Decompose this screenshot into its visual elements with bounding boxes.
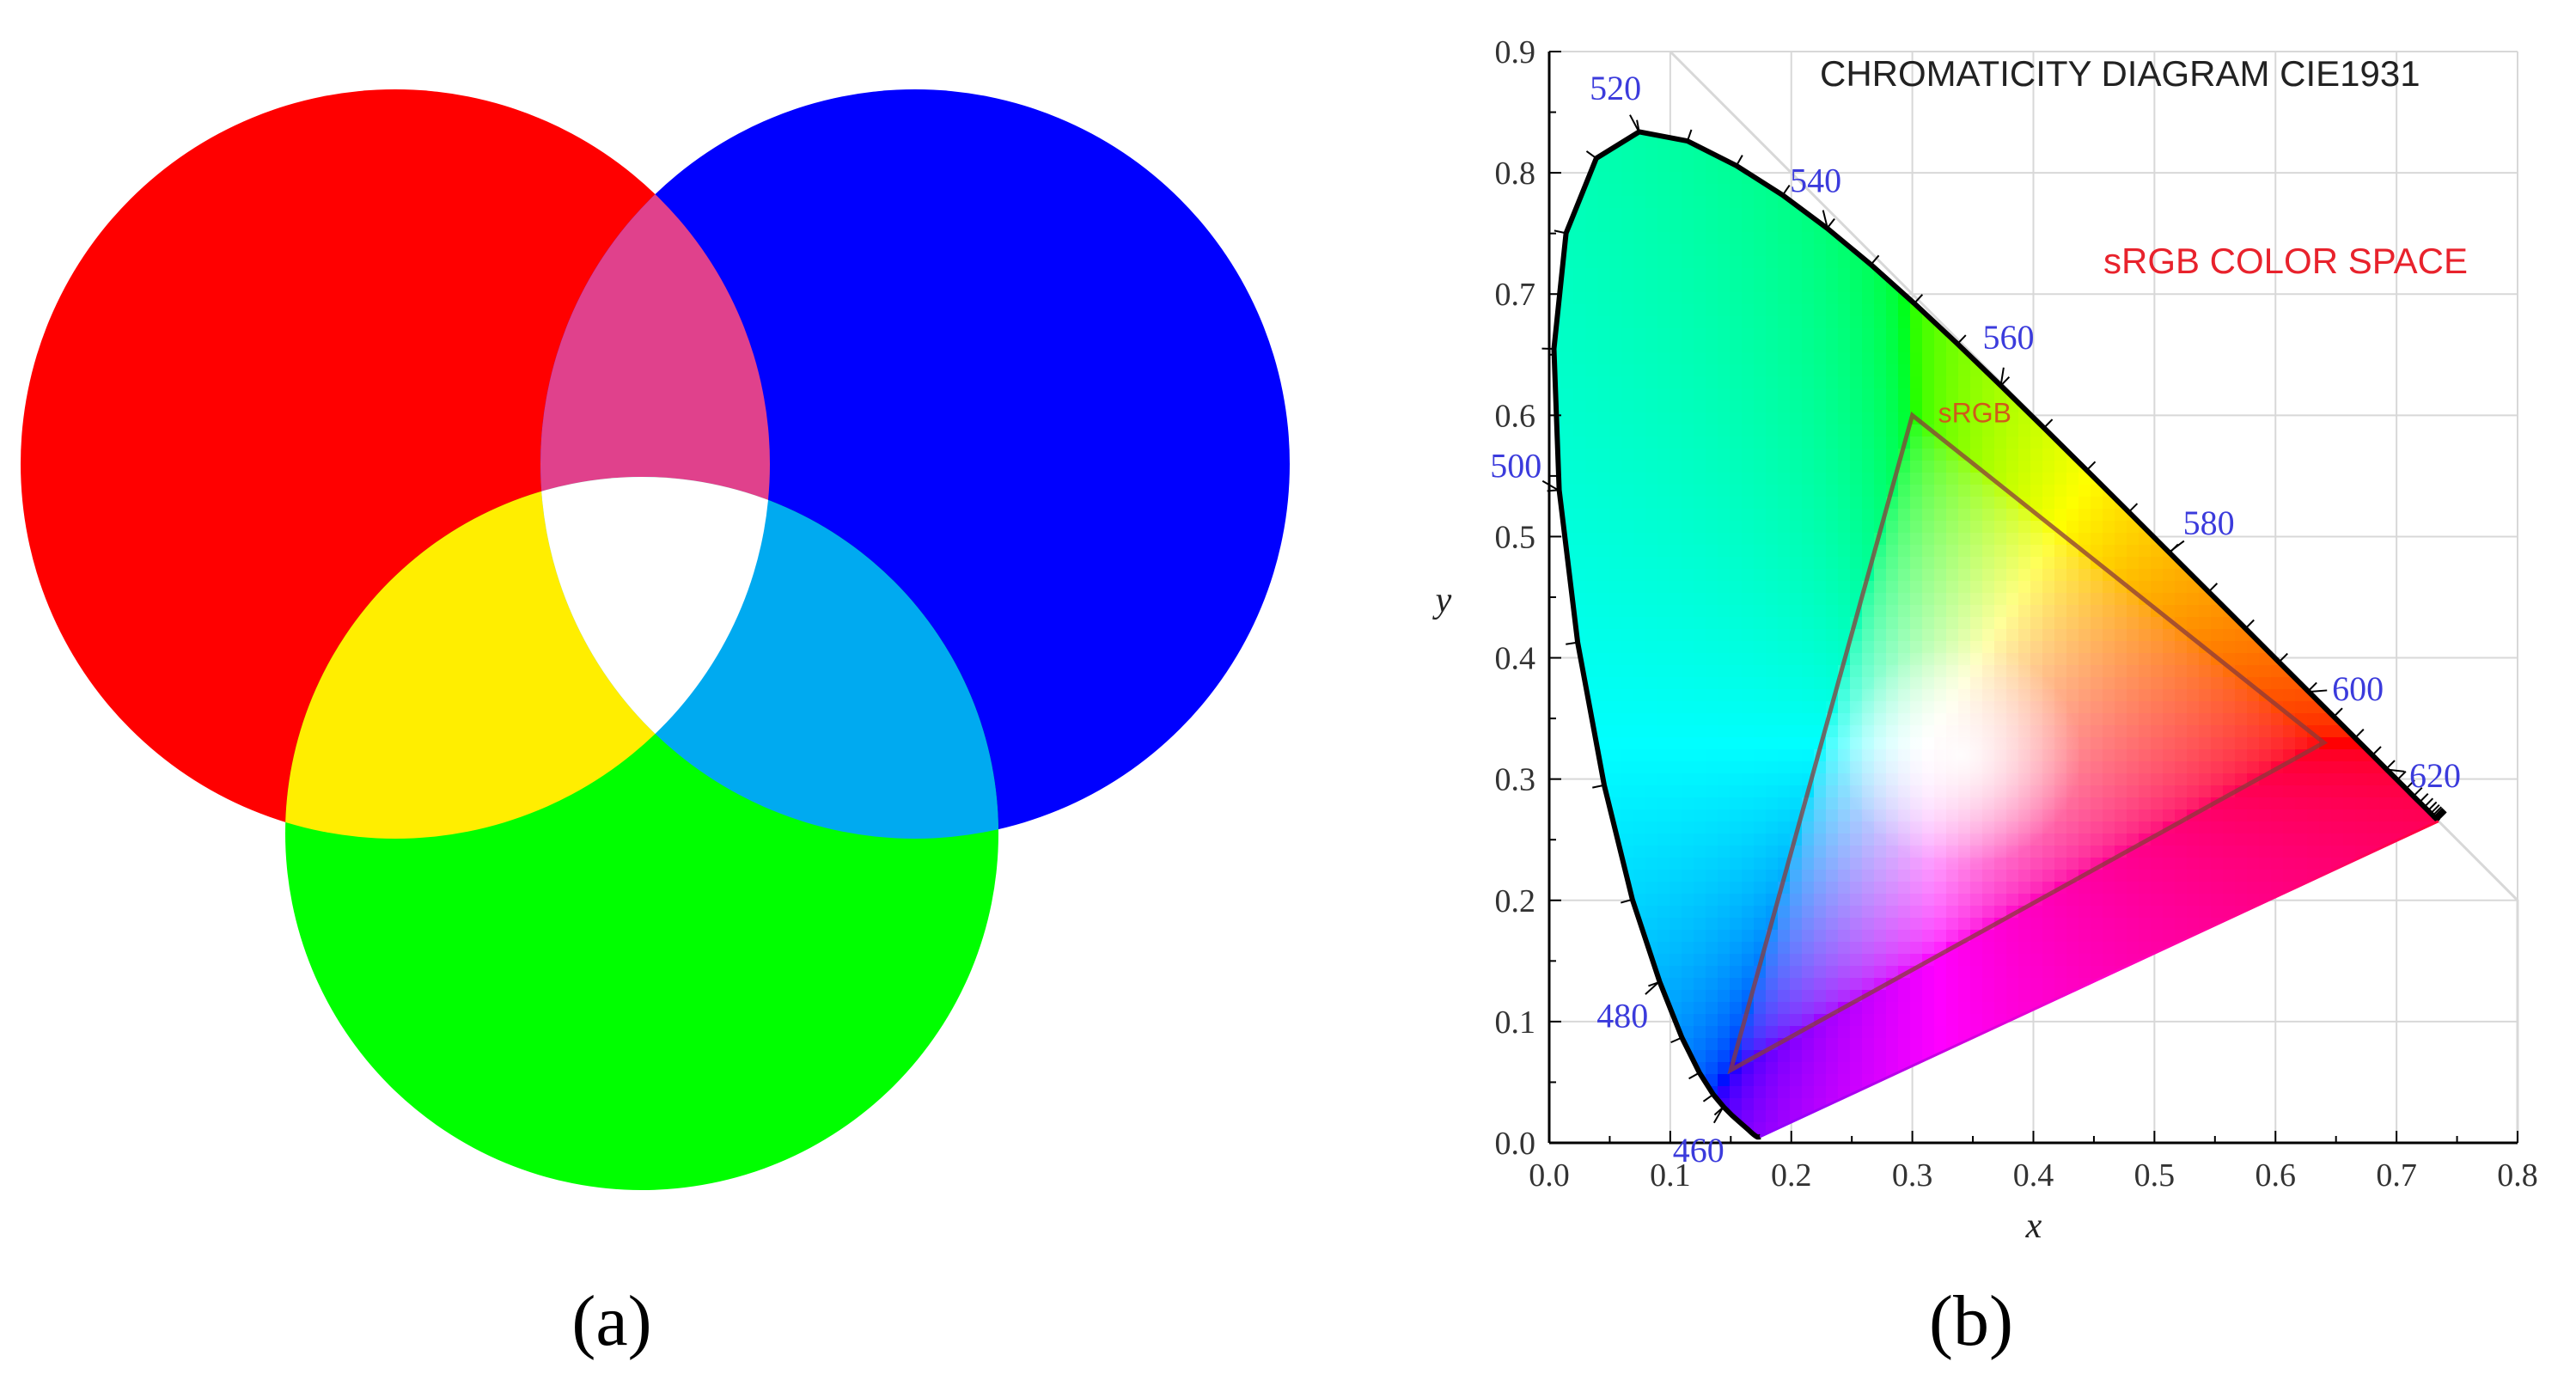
locus-tick: [1566, 641, 1578, 645]
locus-tick: [2244, 619, 2255, 630]
locus-tick: [1670, 1036, 1682, 1044]
x-tick-label: 0.6: [2256, 1157, 2297, 1194]
locus-tick: [2127, 503, 2139, 513]
y-tick-label: 0.1: [1495, 1004, 1536, 1041]
wavelength-tick: [2308, 689, 2328, 693]
x-tick-label: 0.7: [2376, 1157, 2417, 1194]
y-tick-label: 0.9: [1495, 34, 1536, 70]
locus-tick: [2085, 461, 2097, 471]
locus-tick: [2307, 681, 2317, 693]
wavelength-label: 600: [2332, 669, 2384, 708]
wavelength-tick: [1645, 980, 1660, 995]
wavelength-label: 480: [1596, 996, 1648, 1035]
srgb-triangle: [1727, 411, 2329, 1075]
locus-tick: [2372, 746, 2382, 756]
wavelength-labels: 460 480 500 520 540 560 580 600 620: [1490, 69, 2461, 1169]
locus-tick: [2430, 804, 2440, 815]
locus-tick: [2436, 810, 2446, 821]
x-tick-label: 0.2: [1771, 1157, 1812, 1194]
x-tick-label: 0.1: [1650, 1157, 1691, 1194]
locus-tick: [1914, 294, 1924, 304]
wavelength-tick: [1629, 114, 1640, 132]
srgb-gamut-label: sRGB: [1938, 397, 2011, 428]
white-point-glow: [1840, 643, 2081, 867]
locus-tick: [1585, 150, 1597, 159]
x-tick-label: 0.8: [2497, 1157, 2538, 1194]
locus-tick: [1736, 155, 1743, 167]
locus-tick: [2413, 786, 2423, 797]
locus-tick: [2043, 418, 2054, 429]
y-tick-label: 0.5: [1495, 519, 1536, 555]
wavelength-label: 540: [1790, 162, 1841, 200]
gamut-fill: [1554, 131, 2439, 1138]
locus-tick: [1686, 129, 1693, 142]
wavelength-tick: [1712, 1106, 1724, 1124]
wavelength-label: 580: [2183, 504, 2235, 542]
locus-tick: [2333, 707, 2343, 717]
spectral-locus-ticks: [1541, 119, 2447, 1116]
locus-tick: [2435, 809, 2445, 820]
x-ticks: 0.0 0.1 0.2 0.3 0.4 0.5 0.6 0.7 0.8: [1529, 1131, 2538, 1194]
locus-tick: [2207, 583, 2219, 593]
y-tick-label: 0.7: [1495, 277, 1536, 313]
panel-b-caption: (b): [1929, 1281, 2013, 1361]
wavelength-label: 620: [2409, 756, 2461, 795]
locus-tick: [2419, 792, 2429, 803]
y-tick-label: 0.3: [1495, 762, 1536, 798]
x-tick-label: 0.3: [1892, 1157, 1933, 1194]
locus-tick: [2385, 760, 2396, 770]
wavelength-tick: [1822, 210, 1828, 229]
y-axis-title: y: [1432, 581, 1452, 620]
wavelength-label: 560: [1982, 318, 2034, 357]
locus-tick: [2278, 652, 2288, 663]
locus-tick: [2405, 779, 2415, 790]
cie-chromaticity-chart: sRGB 0.0 0.1 0.2 0.3 0.4 0.5 0.6 0.7 0.8 0.00.10…: [1432, 34, 2538, 1246]
wavelength-label: 520: [1590, 69, 1641, 107]
locus-tick: [2433, 807, 2444, 818]
locus-tick: [1621, 898, 1633, 904]
locus-tick: [2423, 797, 2434, 808]
wavelength-label: 500: [1490, 447, 1541, 485]
locus-tick: [2437, 811, 2447, 821]
locus-tick: [1956, 334, 1967, 345]
y-tick-label: 0.2: [1495, 883, 1536, 919]
color-space-title: sRGB COLOR SPACE: [2103, 241, 2468, 281]
locus-tick: [2427, 801, 2438, 812]
line-of-purples: [1759, 820, 2439, 1139]
grid-boundary: [1669, 50, 2519, 1143]
locus-tick: [2396, 771, 2407, 781]
x-axis-title: x: [2025, 1206, 2042, 1246]
x-tick-label: 0.0: [1529, 1157, 1570, 1194]
wavelength-tick: [2168, 540, 2185, 553]
locus-tick: [1688, 1072, 1700, 1080]
wavelength-tick: [1999, 367, 2005, 387]
rgb-venn-diagram: [21, 89, 1290, 1190]
panel-a-caption: (a): [571, 1281, 651, 1361]
locus-tick: [2434, 809, 2445, 819]
locus-tick: [2432, 806, 2443, 816]
locus-tick: [1781, 184, 1791, 196]
locus-tick: [1592, 784, 1605, 789]
y-tick-label: 0.8: [1495, 156, 1536, 192]
locus-tick: [1702, 1093, 1714, 1102]
x-tick-label: 0.4: [2013, 1157, 2054, 1194]
y-tick-label: 0.4: [1495, 641, 1536, 677]
y-ticks: 0.0 0.1 0.2 0.3 0.4 0.5 0.6 0.7 0.8 0.9: [1495, 34, 1561, 1162]
locus-tick: [2354, 729, 2365, 739]
y-tick-label: 0.0: [1495, 1126, 1536, 1162]
diagram-title: CHROMATICITY DIAGRAM CIE1931: [1820, 53, 2420, 94]
x-tick-label: 0.5: [2134, 1157, 2176, 1194]
chromaticity-fill: [1554, 131, 2439, 1138]
locus-tick: [1999, 376, 2011, 387]
wavelength-tick: [2385, 768, 2405, 772]
y-tick-label: 0.6: [1495, 398, 1536, 434]
wavelength-label: 460: [1673, 1131, 1724, 1169]
locus-tick: [1554, 229, 1566, 235]
wavelength-tick: [1541, 479, 1560, 492]
locus-tick: [1870, 254, 1880, 266]
locus-tick: [1826, 217, 1835, 229]
